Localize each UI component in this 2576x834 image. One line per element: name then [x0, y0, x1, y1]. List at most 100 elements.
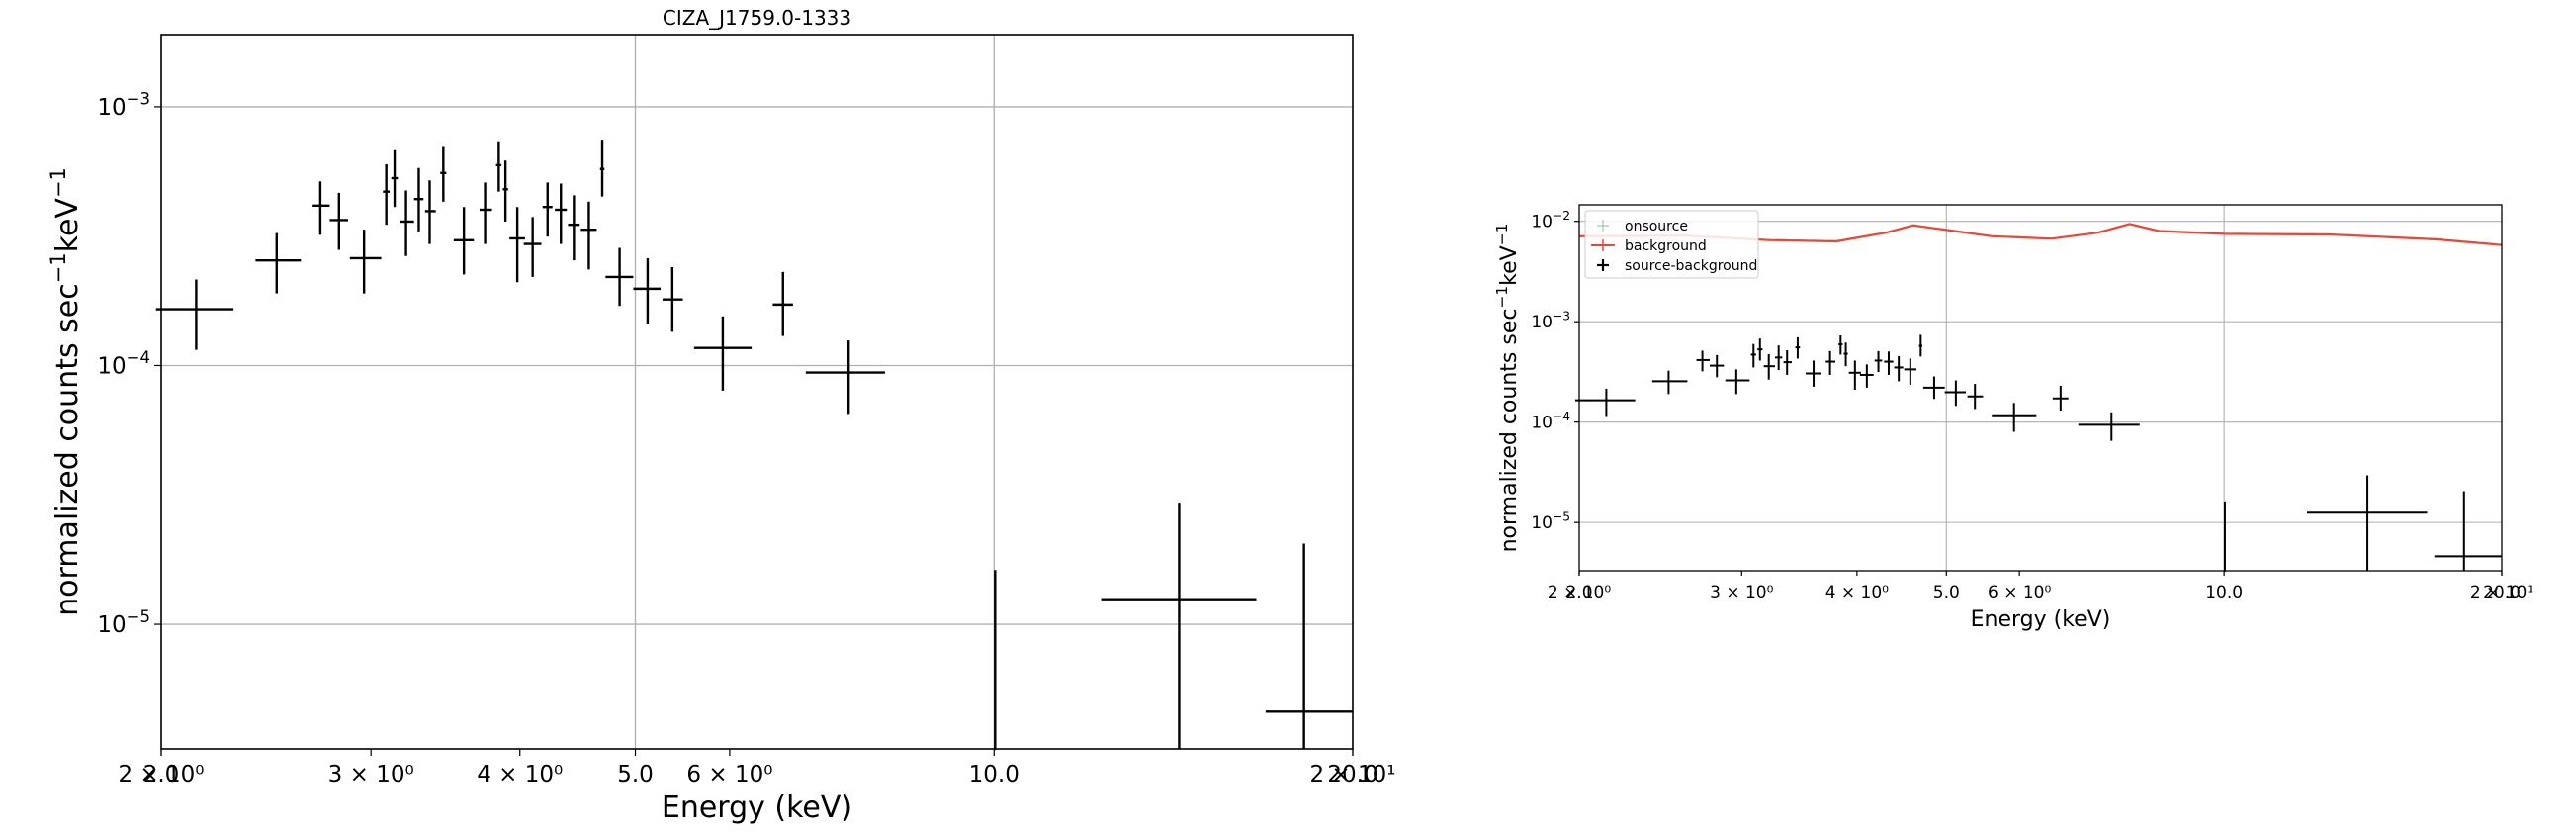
- legend-label: source-background: [1625, 258, 1757, 274]
- y-tick-base: 10: [1531, 414, 1553, 433]
- x-tick-label: 6 × 10⁰: [1988, 583, 2051, 602]
- x-tick-label: 3 × 10⁰: [1710, 583, 1773, 602]
- data-point: [383, 163, 391, 226]
- data-point: [2078, 412, 2140, 441]
- data-point: [633, 257, 662, 324]
- data-point: [502, 160, 508, 222]
- data-point: [1992, 403, 2037, 432]
- y-axis-label-part: keV: [1497, 245, 1522, 286]
- y-axis-label-part: keV: [50, 198, 85, 253]
- data-point: [1859, 364, 1874, 388]
- data-point: [1709, 354, 1725, 378]
- data-point: [1763, 353, 1775, 380]
- data-point: [542, 182, 553, 237]
- x-tick-label: 20.0: [1327, 762, 1377, 788]
- data-point: [453, 207, 475, 275]
- y-tick-exp: −3: [1553, 309, 1570, 323]
- x-tick-label: 6 × 10⁰: [686, 762, 772, 788]
- y-tick-base: 10: [97, 612, 126, 638]
- data-point: [1101, 503, 1257, 749]
- y-tick-label: 10−4: [1531, 410, 1570, 433]
- y-tick-base: 10: [1531, 313, 1553, 332]
- y-axis-label-part: normalized counts sec: [1497, 309, 1522, 553]
- data-point: [1918, 334, 1923, 357]
- data-point: [424, 180, 436, 244]
- legend-box: [1584, 210, 1759, 279]
- series-curve-background: [1578, 223, 2503, 246]
- x-tick-label: 4 × 10⁰: [1825, 583, 1889, 602]
- data-point: [523, 217, 542, 277]
- y-tick-label: 10−5: [1531, 510, 1570, 533]
- data-point: [2434, 491, 2502, 571]
- data-point: [329, 192, 349, 250]
- y-tick-exp: −4: [127, 348, 150, 367]
- data-point: [391, 149, 399, 208]
- data-point: [440, 146, 447, 202]
- legend: onsource background source-background: [1584, 210, 1759, 279]
- data-point: [1783, 349, 1793, 375]
- data-point: [509, 207, 525, 283]
- y-axis-label-part: −1: [1493, 286, 1511, 309]
- data-point: [1725, 369, 1750, 395]
- data-point: [1922, 376, 1945, 400]
- y-tick-exp: −3: [127, 90, 150, 109]
- x-tick-label: 4 × 10⁰: [477, 762, 563, 788]
- data-point: [495, 141, 502, 192]
- data-point: [805, 340, 885, 415]
- y-axis-label-part: −1: [1493, 224, 1511, 246]
- data-point: [693, 316, 753, 391]
- x-tick-label: 2 × 10⁰: [1548, 583, 1611, 602]
- y-tick-exp: −2: [1553, 209, 1570, 223]
- x-tick-label: 10.0: [969, 762, 1020, 788]
- y-tick-exp: −5: [1553, 510, 1570, 523]
- data-point: [1884, 351, 1894, 375]
- x-tick-label: 2 × 10¹: [1309, 762, 1395, 788]
- data-point: [1265, 543, 1353, 749]
- plot-frame: [160, 34, 1354, 750]
- data-point: [413, 167, 424, 232]
- y-axis-label-part: −1: [46, 167, 70, 198]
- y-tick-base: 10: [97, 95, 126, 121]
- data-point: [2052, 385, 2069, 412]
- x-tick-label: 2.0: [143, 762, 180, 788]
- x-axis-label: Energy (keV): [662, 790, 852, 825]
- data-point: [1774, 345, 1783, 371]
- data-point: [1904, 358, 1917, 385]
- data-point: [1806, 360, 1821, 387]
- y-tick-base: 10: [1531, 213, 1553, 232]
- x-tick-label: 10.0: [2205, 583, 2243, 602]
- y-tick-label: 10−4: [97, 348, 150, 379]
- y-tick-label: 10−3: [1531, 309, 1570, 332]
- data-point: [1894, 355, 1904, 382]
- data-point: [255, 232, 302, 294]
- data-point: [772, 271, 793, 336]
- y-axis-label-part: −1: [46, 252, 70, 283]
- y-tick-exp: −4: [1553, 410, 1570, 423]
- legend-label: onsource: [1625, 219, 1688, 234]
- x-tick-label: 2.0: [1565, 583, 1592, 602]
- x-axis-label: Energy (keV): [1971, 607, 2111, 632]
- y-tick-base: 10: [1531, 513, 1553, 533]
- data-point: [1574, 388, 1636, 417]
- data-point: [155, 279, 234, 350]
- data-point: [1757, 338, 1763, 361]
- x-tick-label: 3 × 10⁰: [328, 762, 414, 788]
- x-tick-label: 2 × 10⁰: [118, 762, 204, 788]
- data-point: [2307, 475, 2428, 571]
- data-point: [400, 190, 414, 256]
- x-tick-label: 5.0: [1933, 583, 1960, 602]
- data-point: [994, 570, 997, 751]
- data-point: [1825, 350, 1836, 375]
- y-tick-label: 10−3: [97, 90, 150, 121]
- y-tick-label: 10−2: [1531, 209, 1570, 232]
- data-point: [568, 195, 580, 261]
- y-axis-label: normalized counts sec−1keV−1: [46, 167, 85, 616]
- y-tick-label: 10−5: [97, 607, 150, 638]
- chart-title: CIZA_J1759.0-1333: [663, 6, 851, 30]
- y-axis-label: normalized counts sec−1keV−1: [1493, 224, 1522, 553]
- y-tick-exp: −5: [127, 607, 150, 626]
- data-point: [1651, 370, 1688, 395]
- data-point: [1848, 360, 1861, 390]
